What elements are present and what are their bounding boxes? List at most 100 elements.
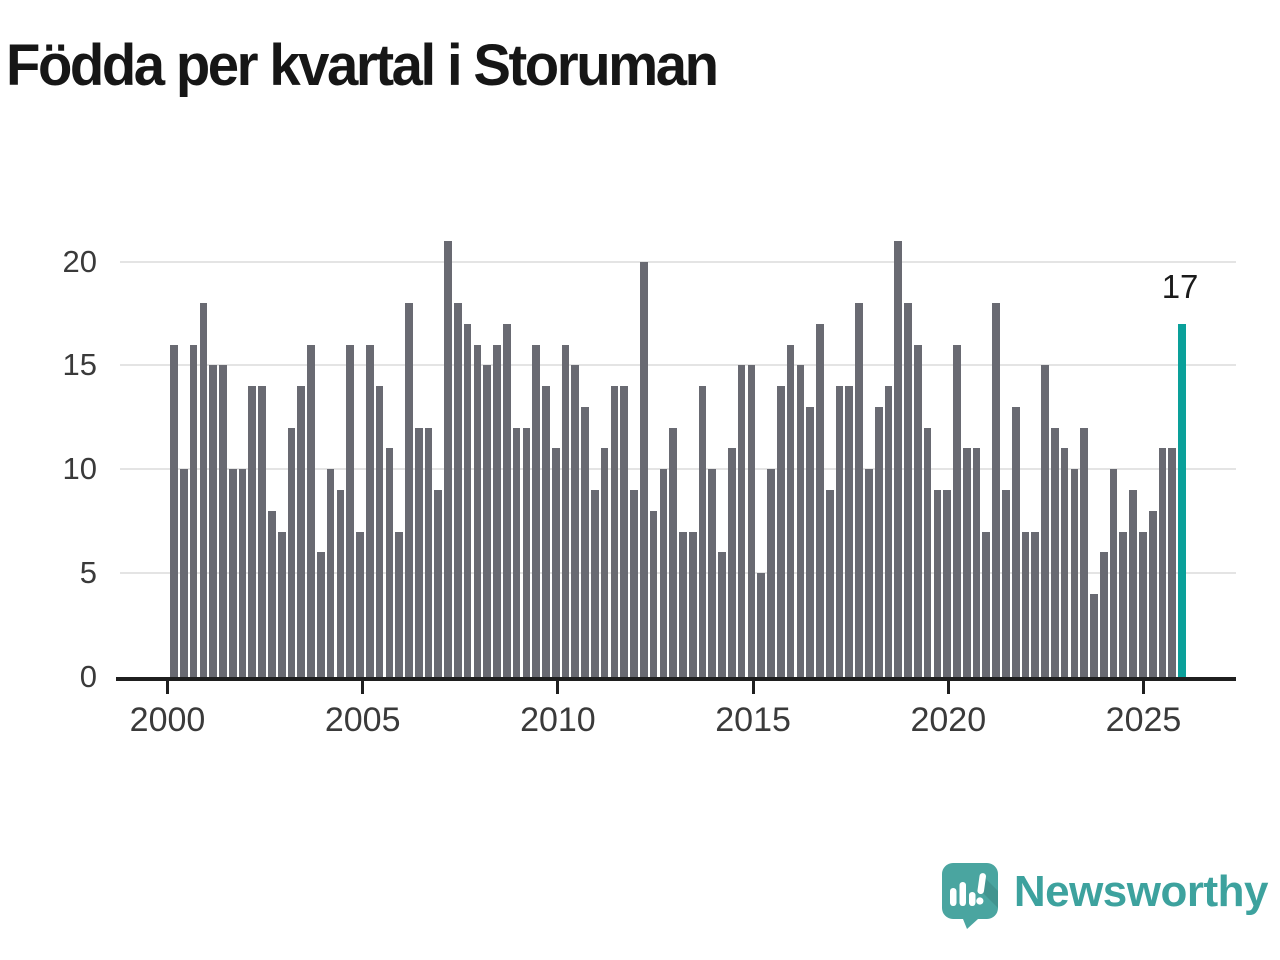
bar [561, 344, 570, 678]
bar [316, 552, 325, 678]
chart-title: Födda per kvartal i Storuman [6, 33, 719, 98]
bar [835, 386, 844, 678]
bar [170, 344, 178, 678]
bar [248, 386, 257, 678]
bar [209, 365, 218, 678]
bar [336, 490, 345, 678]
bar [992, 303, 1000, 678]
newsworthy-badge-icon [941, 863, 998, 929]
bar [473, 344, 482, 678]
gridline-y-15 [120, 364, 1236, 367]
bar [825, 490, 834, 678]
bar [1011, 406, 1020, 678]
gridline-y-10 [120, 468, 1236, 471]
bar [356, 531, 364, 678]
bar [454, 303, 462, 678]
bar [796, 365, 805, 678]
bar [1041, 365, 1049, 678]
bar [855, 303, 863, 678]
bar [1099, 552, 1108, 678]
bar [845, 386, 854, 678]
bar [258, 386, 266, 678]
last-bar-value-label: 17 [1161, 267, 1199, 305]
bar [1168, 448, 1177, 678]
gridline-y-5 [120, 572, 1236, 575]
bar [551, 448, 560, 678]
bar [385, 448, 394, 678]
bar [1119, 531, 1128, 678]
bar [287, 427, 296, 678]
bar-highlighted [1178, 323, 1186, 678]
bar [923, 427, 932, 678]
x-tick-label-2020: 2020 [910, 701, 987, 739]
bar [483, 365, 492, 678]
bar [767, 469, 775, 678]
bar [1109, 469, 1118, 678]
bar [1080, 427, 1089, 678]
bar [1021, 531, 1030, 678]
bar [1031, 531, 1040, 678]
bar [688, 531, 697, 678]
bar [874, 406, 883, 678]
bar [747, 365, 756, 678]
bar [268, 510, 276, 678]
newsworthy-wordmark: Newsworthy [1013, 867, 1269, 916]
bar [610, 386, 619, 678]
bar [297, 386, 306, 678]
bar [1158, 448, 1167, 678]
bar [865, 469, 873, 678]
bar [1070, 469, 1079, 678]
bar [199, 303, 208, 678]
bar [698, 386, 707, 678]
bar [434, 490, 443, 678]
y-tick-label-15: 15 [62, 347, 97, 383]
x-tick-2020 [946, 681, 950, 694]
bar [659, 469, 668, 678]
bar [463, 323, 472, 678]
x-tick-2010 [556, 681, 560, 694]
bar [424, 427, 433, 678]
bar [1148, 510, 1157, 678]
bar [757, 573, 766, 678]
bar [1050, 427, 1059, 678]
bar [884, 386, 893, 678]
bar [982, 531, 991, 678]
bar [649, 510, 658, 678]
bar [414, 427, 423, 678]
gridline-y-20 [120, 260, 1236, 263]
bar [326, 469, 335, 678]
bar [620, 386, 629, 678]
bar [708, 469, 717, 678]
bar [581, 406, 589, 678]
bar [512, 427, 521, 678]
bar [630, 490, 638, 678]
bar [894, 240, 903, 678]
x-tick-label-2025: 2025 [1105, 701, 1182, 739]
bar [375, 386, 384, 678]
bar [346, 344, 355, 678]
bar [395, 531, 403, 678]
bar [444, 240, 452, 678]
bar [1129, 490, 1137, 678]
bar [571, 365, 580, 678]
bar [639, 261, 648, 678]
bar [522, 427, 531, 678]
bar [179, 469, 188, 678]
bar [933, 490, 942, 678]
bar [1060, 448, 1069, 678]
bar [943, 490, 951, 678]
y-tick-label-20: 20 [62, 243, 97, 279]
bar [493, 344, 501, 678]
bar [776, 386, 785, 678]
bar [307, 344, 315, 678]
x-tick-label-2010: 2010 [520, 701, 596, 739]
bar [972, 448, 981, 678]
bar [542, 386, 550, 678]
bar [913, 344, 922, 678]
bar [1002, 490, 1010, 678]
bar [904, 303, 912, 678]
bar [219, 365, 227, 678]
bar [228, 469, 237, 678]
bar [786, 344, 795, 678]
bar [728, 448, 736, 678]
